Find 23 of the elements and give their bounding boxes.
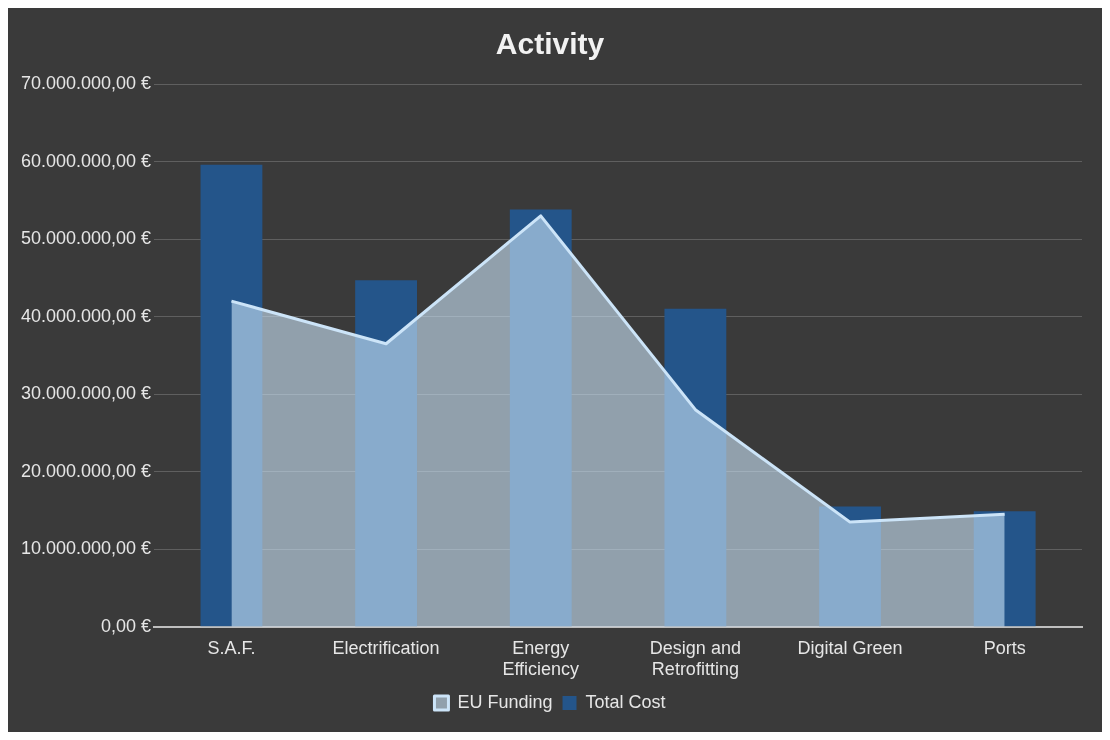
legend-label: Total Cost: [585, 691, 666, 712]
x-tick-label: S.A.F.: [207, 637, 256, 658]
y-tick-label: 20.000.000,00 €: [21, 460, 152, 481]
bar: [355, 280, 418, 627]
bar: [509, 209, 572, 627]
y-tick-label: 30.000.000,00 €: [21, 383, 152, 404]
bar: [819, 506, 881, 627]
x-tick-label: Electrification: [332, 637, 440, 658]
chart-title: Activity: [495, 27, 605, 61]
x-tick-label: Ports: [983, 637, 1026, 658]
y-tick-label: 0,00 €: [101, 615, 152, 636]
legend-label: EU Funding: [457, 691, 553, 712]
x-tick-label: Digital Green: [797, 637, 903, 658]
x-tick-label: Design and Retrofitting: [649, 637, 741, 680]
y-tick-label: 60.000.000,00 €: [21, 150, 152, 171]
y-tick-label: 40.000.000,00 €: [21, 305, 152, 326]
bar: [664, 308, 727, 627]
y-tick-label: 50.000.000,00 €: [21, 228, 152, 249]
bar: [200, 164, 263, 627]
bar: [973, 511, 1036, 627]
y-tick-label: 10.000.000,00 €: [21, 538, 152, 559]
y-tick-label: 70.000.000,00 €: [21, 72, 152, 93]
x-tick-label: Energy Efficiency: [502, 637, 580, 680]
